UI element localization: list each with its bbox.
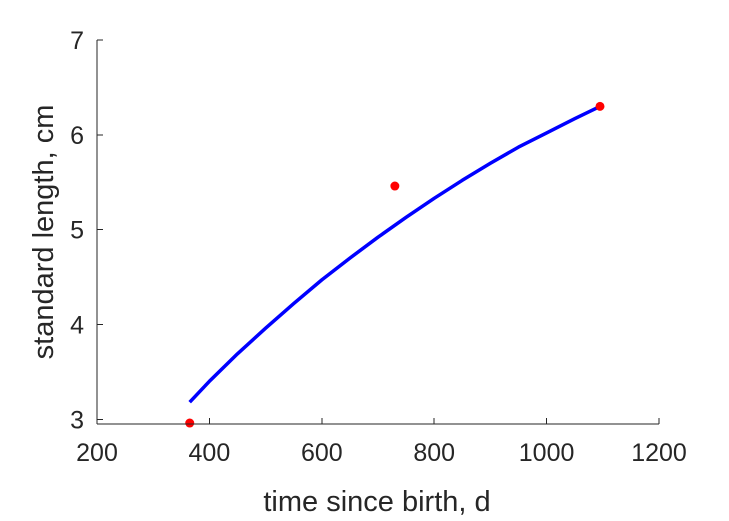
x-tick-label: 1200 — [631, 439, 687, 467]
x-tick-label: 600 — [301, 439, 343, 467]
plot-area — [185, 101, 605, 428]
data-point — [595, 101, 605, 111]
x-tick-label: 1000 — [519, 439, 575, 467]
data-point — [185, 418, 195, 428]
x-tick-label: 400 — [189, 439, 231, 467]
data-point — [390, 181, 400, 191]
y-tick-label: 4 — [70, 311, 84, 339]
y-tick-label: 6 — [70, 122, 84, 150]
x-tick-label: 800 — [413, 439, 455, 467]
x-tick-label: 200 — [76, 439, 118, 467]
y-tick-label: 3 — [70, 406, 84, 434]
axes: 200 400 600 800 1000 1200 3 4 5 6 7 — [70, 27, 687, 467]
fit-curve — [188, 104, 601, 404]
y-axis-title: standard length, cm — [28, 105, 60, 360]
y-tick-label: 7 — [70, 27, 84, 55]
x-axis-title: time since birth, d — [263, 486, 490, 518]
y-tick-label: 5 — [70, 217, 84, 245]
